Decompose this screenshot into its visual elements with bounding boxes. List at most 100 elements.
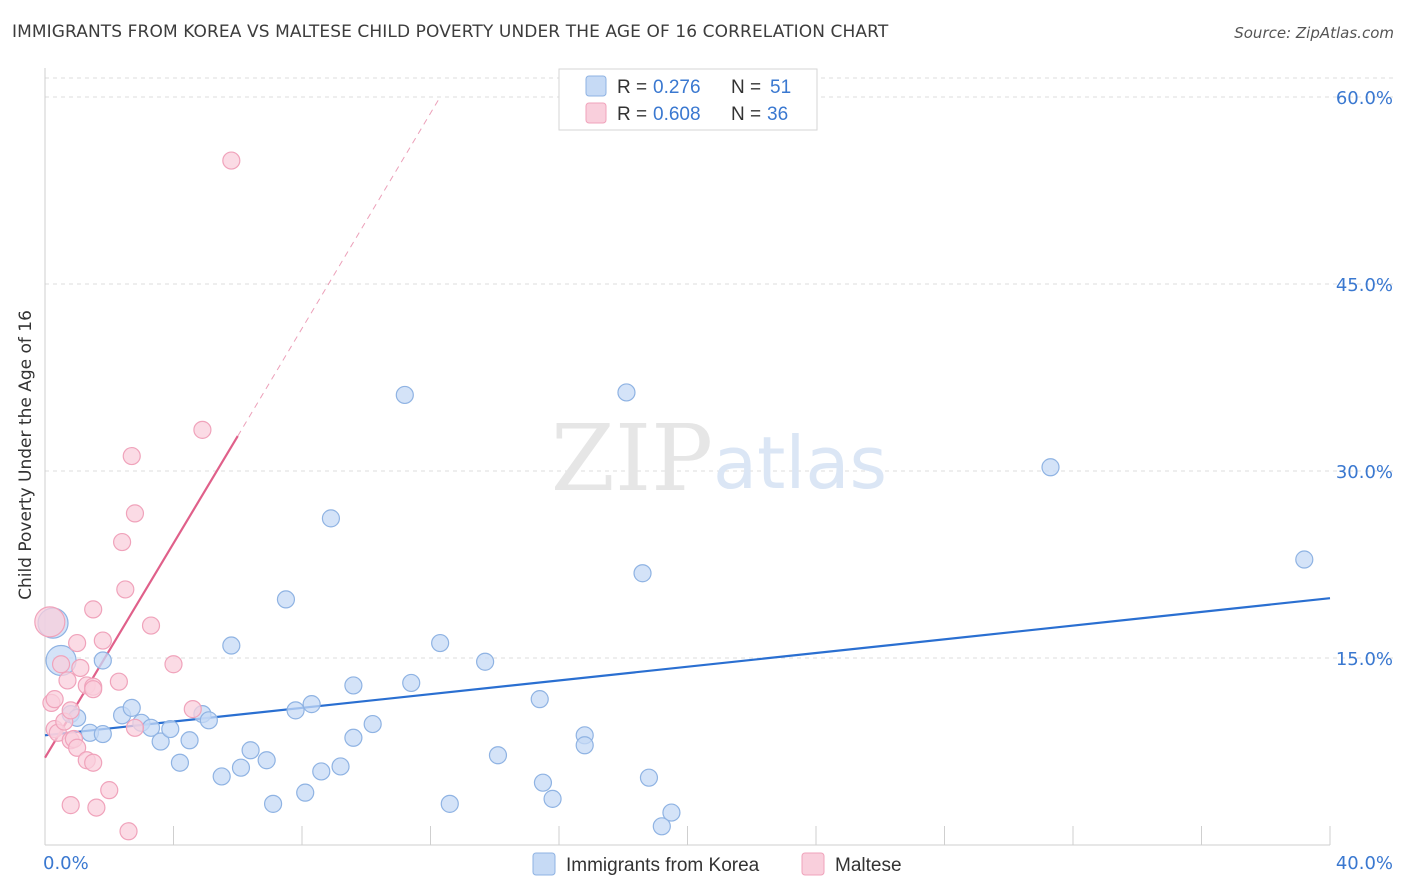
bottom-legend-label-korea: Immigrants from Korea <box>566 855 760 876</box>
data-point-korea <box>222 636 241 655</box>
legend-swatch-korea <box>585 75 607 97</box>
chart-title: IMMIGRANTS FROM KOREA VS MALTESE CHILD P… <box>12 22 889 42</box>
data-point-korea <box>575 736 594 755</box>
data-point-korea <box>543 789 562 808</box>
data-point-korea <box>402 673 421 693</box>
data-point-maltese <box>45 690 64 709</box>
y-tick-label: 15.0% <box>1336 649 1393 670</box>
data-point-maltese <box>112 532 132 552</box>
data-point-maltese <box>68 633 87 653</box>
data-point-korea <box>530 690 549 709</box>
data-point-korea <box>93 724 112 744</box>
data-point-maltese <box>87 798 106 817</box>
axes <box>44 68 1331 846</box>
data-point-maltese <box>125 504 145 523</box>
data-point-korea <box>296 783 315 802</box>
data-points <box>34 151 1314 841</box>
data-point-maltese <box>84 600 103 619</box>
data-point-maltese <box>61 701 80 720</box>
data-point-maltese <box>141 616 161 635</box>
data-point-korea <box>431 633 450 653</box>
data-point-maltese <box>34 606 66 638</box>
data-point-maltese <box>61 796 80 815</box>
data-point-maltese <box>71 658 90 678</box>
data-point-maltese <box>109 672 128 691</box>
data-point-korea <box>170 753 190 772</box>
bottom-legend-swatch-korea <box>532 852 556 876</box>
data-point-korea <box>161 719 180 739</box>
y-tick-label: 30.0% <box>1336 462 1393 483</box>
data-point-korea <box>286 701 305 720</box>
data-point-korea <box>617 383 636 402</box>
data-point-korea <box>639 768 659 787</box>
legend-r-label-maltese: R = <box>617 104 647 125</box>
data-point-korea <box>344 728 363 747</box>
bottom-legend-label-maltese: Maltese <box>835 855 902 876</box>
legend-n-label-korea: N = <box>731 77 761 98</box>
data-point-maltese <box>193 420 212 439</box>
source-credit: Source: ZipAtlas.com <box>1234 24 1394 42</box>
data-point-korea <box>151 732 170 751</box>
data-point-korea <box>488 746 508 765</box>
data-point-maltese <box>84 753 103 772</box>
data-point-korea <box>440 794 459 813</box>
gridlines <box>45 77 1394 659</box>
data-point-korea <box>312 762 331 781</box>
data-point-maltese <box>68 738 87 757</box>
data-point-korea <box>662 803 681 822</box>
data-point-maltese <box>100 781 119 800</box>
legend-n-value-maltese: 36 <box>767 104 788 125</box>
data-point-korea <box>231 758 251 777</box>
stats-legend: R = 0.276 N = 51 R = 0.608 N = 36 <box>558 68 818 131</box>
data-point-korea <box>1295 550 1314 569</box>
y-tick-labels: 15.0% 30.0% 45.0% 60.0% <box>1336 88 1393 670</box>
legend-swatch-maltese <box>585 102 607 124</box>
data-point-korea <box>122 698 141 717</box>
y-tick-label: 45.0% <box>1336 275 1393 296</box>
trend-line-korea <box>44 597 1331 737</box>
data-point-korea <box>652 817 671 836</box>
data-point-maltese <box>51 655 71 674</box>
data-point-korea <box>257 751 276 770</box>
data-point-korea <box>302 695 321 714</box>
data-point-maltese <box>164 655 183 674</box>
data-point-maltese <box>116 580 135 599</box>
bottom-legend-swatch-maltese <box>801 852 825 876</box>
data-point-korea <box>93 651 112 670</box>
data-point-korea <box>633 564 652 583</box>
data-point-korea <box>533 773 553 792</box>
data-point-maltese <box>119 822 138 841</box>
data-point-korea <box>363 714 382 734</box>
data-point-maltese <box>93 631 112 650</box>
data-point-maltese <box>125 718 145 737</box>
data-point-maltese <box>58 671 77 690</box>
data-point-korea <box>180 731 199 750</box>
x-tick-label-min: 0.0% <box>43 853 89 874</box>
data-point-maltese <box>183 700 202 719</box>
legend-r-value-korea: 0.276 <box>653 77 701 98</box>
data-point-maltese <box>122 446 141 466</box>
legend-r-label-korea: R = <box>617 77 647 98</box>
legend-n-value-korea: 51 <box>770 77 791 98</box>
trend-extension-maltese <box>237 96 441 437</box>
data-point-korea <box>321 509 341 528</box>
data-point-maltese <box>84 680 103 699</box>
data-point-korea <box>212 767 231 786</box>
data-point-maltese <box>222 151 241 170</box>
watermark-zip: ZIP <box>551 405 713 512</box>
data-point-korea <box>199 711 218 730</box>
data-point-korea <box>395 385 414 405</box>
legend-r-value-maltese: 0.608 <box>653 104 701 125</box>
data-point-korea <box>241 741 260 760</box>
x-tick-labels: 0.0% 40.0% <box>43 853 1393 874</box>
legend-n-label-maltese: N = <box>731 104 761 125</box>
series-legend: Immigrants from Korea Maltese <box>532 852 902 876</box>
data-point-korea <box>344 676 363 695</box>
data-point-korea <box>276 590 296 609</box>
data-point-korea <box>1041 458 1060 477</box>
y-tick-label: 60.0% <box>1336 88 1393 109</box>
data-point-korea <box>331 757 350 776</box>
watermark-atlas: atlas <box>713 421 887 505</box>
data-point-korea <box>263 794 283 813</box>
